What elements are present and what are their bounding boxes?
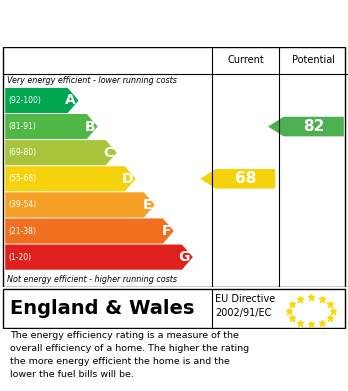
Text: A: A [65,93,76,108]
Text: (55-68): (55-68) [9,174,37,183]
Text: G: G [179,250,190,264]
Text: C: C [104,146,114,160]
Polygon shape [5,88,79,113]
Text: 68: 68 [235,171,256,186]
Polygon shape [268,117,344,136]
Text: Energy Efficiency Rating: Energy Efficiency Rating [10,14,239,32]
Text: Not energy efficient - higher running costs: Not energy efficient - higher running co… [7,275,177,284]
Text: Very energy efficient - lower running costs: Very energy efficient - lower running co… [7,76,177,85]
Polygon shape [5,219,174,244]
Polygon shape [5,140,117,165]
Text: (21-38): (21-38) [9,226,37,235]
Text: (81-91): (81-91) [9,122,37,131]
Text: The energy efficiency rating is a measure of the
overall efficiency of a home. T: The energy efficiency rating is a measur… [10,331,250,378]
Polygon shape [5,166,136,191]
Text: D: D [121,172,133,186]
Text: (69-80): (69-80) [9,148,37,157]
Text: EU Directive
2002/91/EC: EU Directive 2002/91/EC [215,294,275,317]
Text: E: E [143,198,152,212]
Text: (92-100): (92-100) [9,96,41,105]
Text: 82: 82 [303,119,324,134]
Text: (1-20): (1-20) [9,253,32,262]
Polygon shape [5,192,155,217]
Text: Potential: Potential [292,56,335,65]
Text: F: F [161,224,171,238]
Polygon shape [5,114,98,139]
Text: B: B [84,120,95,134]
Text: (39-54): (39-54) [9,201,37,210]
Polygon shape [200,169,275,188]
Text: Current: Current [227,56,264,65]
Text: England & Wales: England & Wales [10,299,195,317]
Polygon shape [5,244,193,270]
